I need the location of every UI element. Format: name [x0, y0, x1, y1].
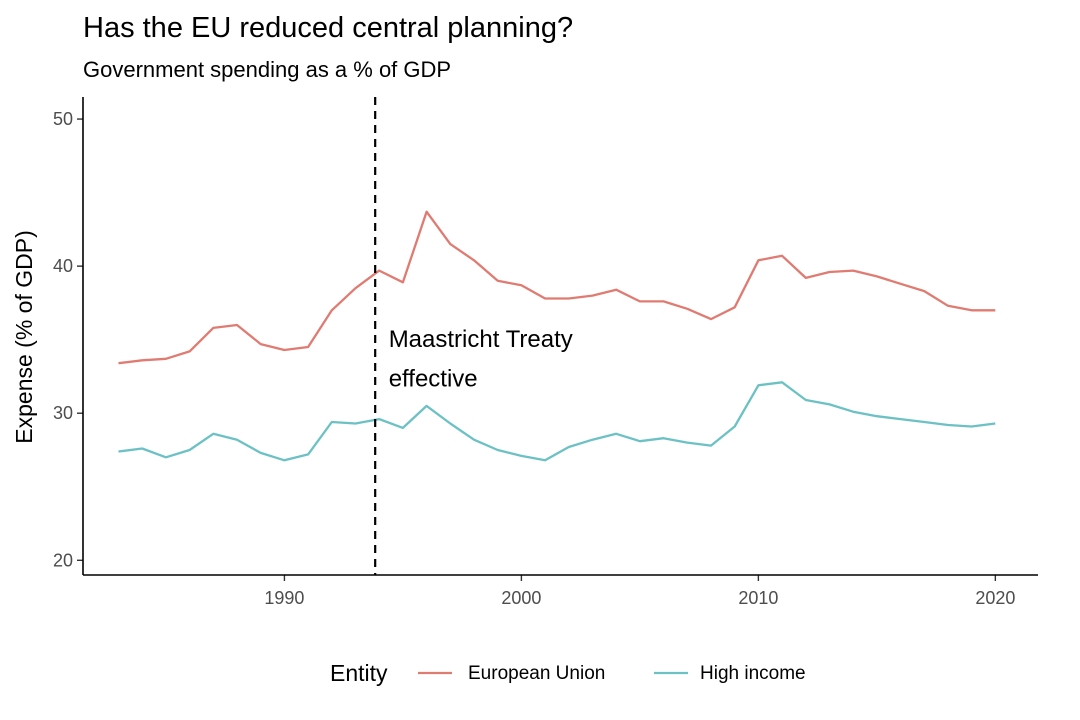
y-tick-label: 40: [53, 256, 73, 276]
y-tick-label: 30: [53, 403, 73, 423]
series-line-european-union: [118, 210, 996, 365]
legend-label-high-income: High income: [700, 663, 806, 684]
chart-subtitle: Government spending as a % of GDP: [83, 57, 451, 82]
x-axis-ticks: 1990 2000 2010 2020: [264, 575, 1015, 608]
y-axis-ticks: 20 30 40 50: [53, 109, 83, 570]
annotation-line-1: Maastricht Treaty: [389, 326, 573, 353]
x-tick-label: 2020: [975, 588, 1015, 608]
chart-title: Has the EU reduced central planning?: [83, 12, 573, 44]
y-tick-label: 20: [53, 550, 73, 570]
y-axis-title: Expense (% of GDP): [11, 230, 37, 443]
legend-label-european-union: European Union: [468, 663, 605, 684]
series-lines: [118, 210, 996, 462]
x-tick-label: 1990: [264, 588, 304, 608]
legend-title: Entity: [330, 660, 388, 686]
x-tick-label: 2010: [738, 588, 778, 608]
annotation-line-2: effective: [389, 366, 478, 393]
y-tick-label: 50: [53, 109, 73, 129]
legend: Entity European Union High income: [330, 660, 806, 686]
series-line-high-income: [118, 381, 996, 462]
x-tick-label: 2000: [501, 588, 541, 608]
